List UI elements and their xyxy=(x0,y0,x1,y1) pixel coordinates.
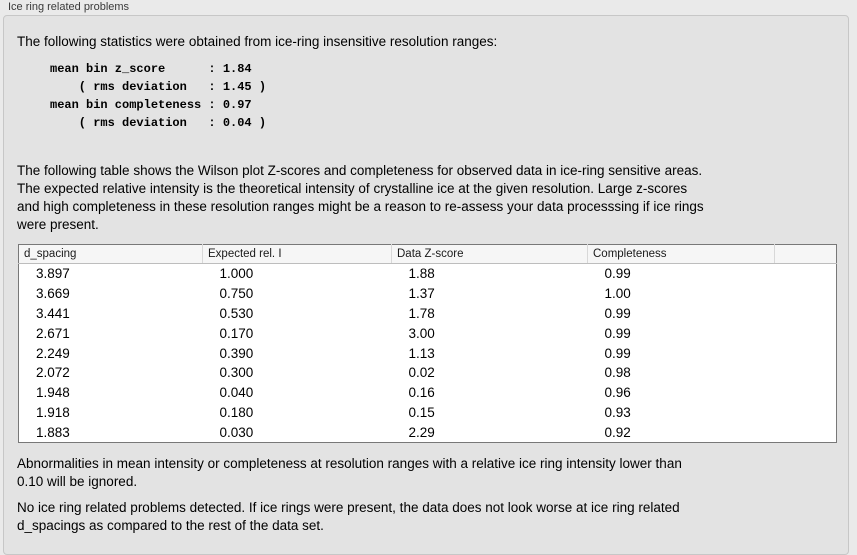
table-cell: 1.948 xyxy=(36,385,70,401)
column-header-data-z-score[interactable]: Data Z-score xyxy=(391,244,588,264)
table-cell-filler xyxy=(775,383,837,403)
table-cell: 0.02 xyxy=(408,365,435,381)
table-cell: 1.88 xyxy=(408,266,435,282)
column-header-d-spacing[interactable]: d_spacing xyxy=(18,244,203,264)
table-cell: 1.000 xyxy=(219,266,254,282)
table-cell: 0.96 xyxy=(604,385,631,401)
table-cell: 0.030 xyxy=(219,424,254,440)
table-cell: 2.671 xyxy=(36,325,70,341)
table-row[interactable]: 2.249 0.390 1.13 0.99 xyxy=(19,343,837,363)
table-header-row: d_spacing Expected rel. I Data Z-score Comp… xyxy=(18,244,837,264)
table-cell: 1.37 xyxy=(408,286,435,302)
table-cell: 0.99 xyxy=(604,266,631,282)
table-cell-filler xyxy=(775,363,837,383)
table-cell: 0.180 xyxy=(219,404,254,420)
table-cell: 1.918 xyxy=(36,404,70,420)
table-cell: 0.99 xyxy=(604,345,631,361)
table-cell: 1.00 xyxy=(604,286,631,302)
table-row[interactable]: 3.897 1.000 1.88 0.99 xyxy=(19,264,837,284)
table-cell: 2.29 xyxy=(408,424,435,440)
table-cell: 0.92 xyxy=(604,424,631,440)
table-cell: 1.883 xyxy=(36,424,70,440)
table-cell-filler xyxy=(775,403,837,423)
table-cell: 1.13 xyxy=(408,345,435,361)
table-cell: 0.170 xyxy=(219,325,254,341)
table-cell: 0.15 xyxy=(408,404,435,420)
column-header-filler[interactable] xyxy=(774,244,837,264)
table-cell: 0.16 xyxy=(408,385,435,401)
table-cell: 0.99 xyxy=(604,325,631,341)
table-cell: 0.530 xyxy=(219,305,254,321)
table-cell: 3.00 xyxy=(408,325,435,341)
table-cell: 0.98 xyxy=(604,365,631,381)
table-row[interactable]: 2.671 0.170 3.00 0.99 xyxy=(19,323,837,343)
intro-paragraph: The following statistics were obtained f… xyxy=(17,34,498,49)
ignore-threshold-note: Abnormalities in mean intensity or compl… xyxy=(17,456,682,490)
table-cell: 1.78 xyxy=(408,305,435,321)
table-cell-filler xyxy=(775,343,837,363)
table-cell: 0.93 xyxy=(604,404,631,420)
table-cell: 0.390 xyxy=(219,345,254,361)
table-cell: 3.897 xyxy=(36,266,70,282)
table-cell-filler xyxy=(775,304,837,324)
table-row[interactable]: 3.669 0.750 1.37 1.00 xyxy=(19,284,837,304)
table-cell: 3.669 xyxy=(36,286,70,302)
ice-ring-panel: { "panel": { "title": "Ice ring related … xyxy=(3,1,849,555)
table-row[interactable]: 1.918 0.180 0.15 0.93 xyxy=(19,403,837,423)
result-summary-note: No ice ring related problems detected. I… xyxy=(17,500,680,534)
table-cell: 3.441 xyxy=(36,305,70,321)
table-description-paragraph: The following table shows the Wilson plo… xyxy=(17,163,704,232)
table-cell: 2.249 xyxy=(36,345,70,361)
table-cell: 0.040 xyxy=(219,385,254,401)
table-cell: 0.99 xyxy=(604,305,631,321)
panel-title: Ice ring related problems xyxy=(8,1,130,13)
ice-ring-table-head: d_spacing Expected rel. I Data Z-score Comp… xyxy=(18,244,837,264)
column-header-completeness[interactable]: Completeness xyxy=(587,244,775,264)
table-cell-filler xyxy=(775,422,837,442)
stats-summary-block: mean bin z_score : 1.84 ( rms deviation … xyxy=(50,62,267,130)
table-cell-filler xyxy=(775,323,837,343)
table-row[interactable]: 1.883 0.030 2.29 0.92 xyxy=(19,422,837,442)
table-cell: 0.750 xyxy=(219,286,254,302)
table-cell-filler xyxy=(775,264,837,284)
ice-ring-table: d_spacing Expected rel. I Data Z-score Comp… xyxy=(18,244,837,444)
table-row[interactable]: 2.072 0.300 0.02 0.98 xyxy=(19,363,837,383)
ice-ring-table-body: 3.897 1.000 1.88 0.99 3.669 0.750 1.37 1.00 3.44… xyxy=(19,264,837,443)
ice-ring-groupbox: The following statistics were obtained f… xyxy=(3,15,849,555)
table-cell: 0.300 xyxy=(219,365,254,381)
table-row[interactable]: 3.441 0.530 1.78 0.99 xyxy=(19,304,837,324)
column-header-expected-rel-i[interactable]: Expected rel. I xyxy=(202,244,392,264)
table-cell-filler xyxy=(775,284,837,304)
table-row[interactable]: 1.948 0.040 0.16 0.96 xyxy=(19,383,837,403)
table-cell: 2.072 xyxy=(36,365,70,381)
